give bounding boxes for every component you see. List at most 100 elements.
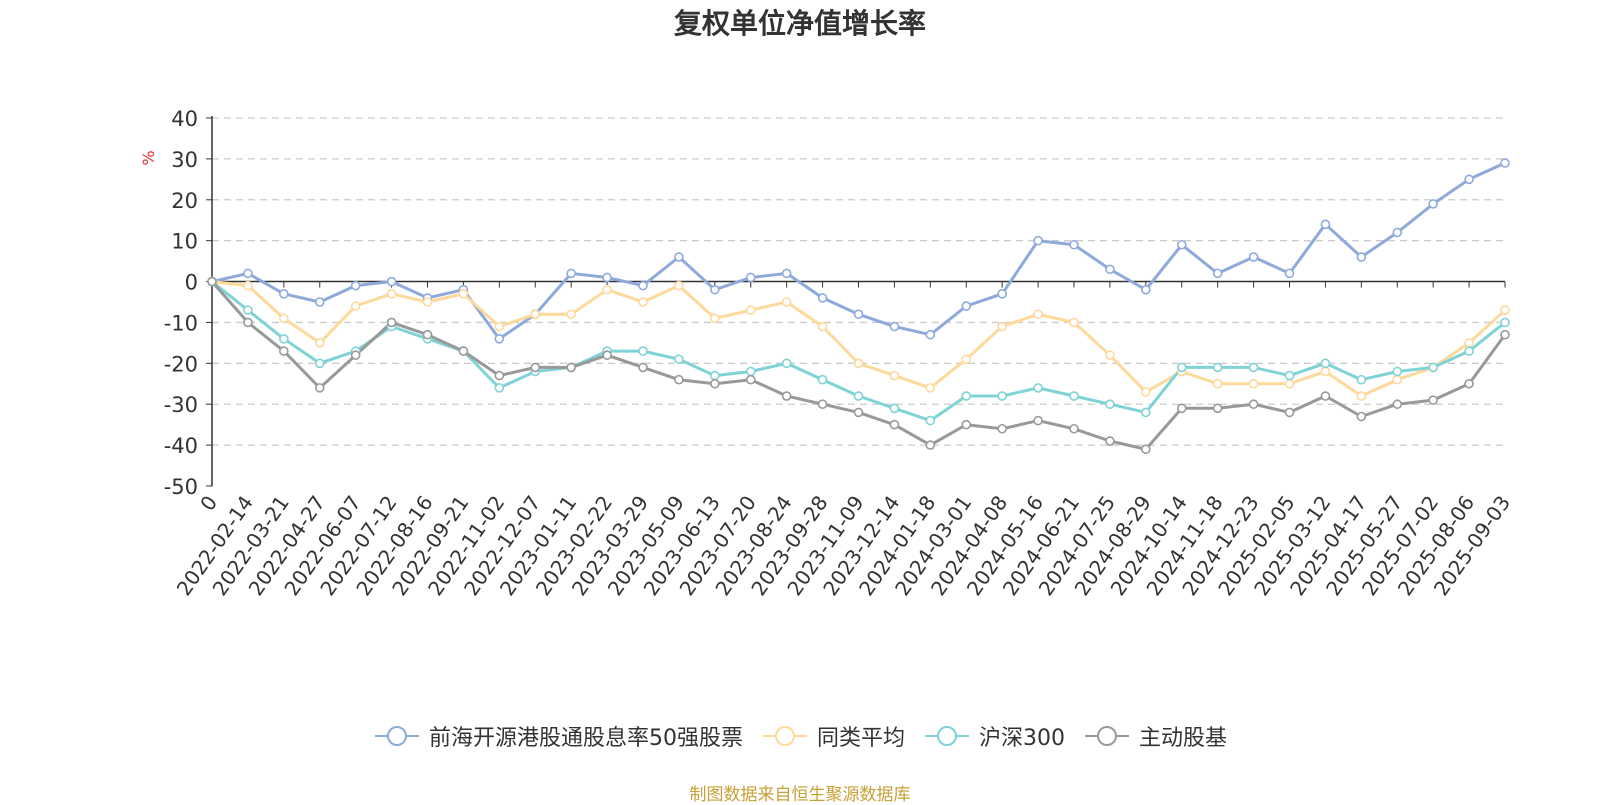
data-point <box>279 346 289 356</box>
data-point <box>961 301 972 311</box>
series-lines <box>210 161 1507 451</box>
data-point <box>1464 346 1474 356</box>
data-point <box>853 407 864 418</box>
data-point <box>1284 378 1295 389</box>
data-point <box>530 362 541 373</box>
legend-label: 前海开源港股通股息率50强股票 <box>428 726 743 751</box>
data-point <box>422 329 433 340</box>
legend-item[interactable]: 前海开源港股通股息率50强股票 <box>373 720 743 752</box>
data-point <box>961 419 972 430</box>
data-point <box>1248 252 1259 262</box>
data-point <box>1212 403 1223 414</box>
data-point <box>1033 415 1043 426</box>
data-point <box>207 276 217 287</box>
legend-item[interactable]: 沪深300 <box>923 720 1065 752</box>
data-point <box>314 297 325 307</box>
data-point <box>494 333 505 344</box>
data-point <box>1069 239 1079 250</box>
data-point <box>889 321 900 332</box>
data-point <box>638 280 648 291</box>
data-point <box>1141 387 1151 397</box>
y-tick-label: -20 <box>164 352 198 376</box>
data-point <box>710 370 720 381</box>
data-point <box>1248 362 1259 373</box>
y-tick-label: 0 <box>185 271 198 295</box>
data-point <box>279 333 289 344</box>
y-tick-label: -30 <box>164 393 198 417</box>
data-point <box>1105 264 1115 275</box>
data-point <box>386 317 397 328</box>
data-point <box>638 346 648 356</box>
data-point <box>1392 399 1403 410</box>
data-point <box>1392 366 1403 377</box>
data-point <box>602 350 612 360</box>
legend-item[interactable]: 主动股基 <box>1083 720 1227 752</box>
data-point <box>1320 366 1331 377</box>
data-point <box>1356 252 1367 262</box>
data-point <box>1033 235 1043 246</box>
data-point <box>997 391 1007 401</box>
data-point <box>997 321 1007 332</box>
data-point <box>745 374 756 385</box>
legend-label: 同类平均 <box>816 726 905 751</box>
data-point <box>1320 219 1331 230</box>
data-point <box>386 276 397 287</box>
chart-title: 复权单位净值增长率 <box>673 7 926 40</box>
data-point <box>889 403 900 414</box>
y-tick-label: -10 <box>164 311 198 335</box>
data-point <box>781 358 792 369</box>
data-point <box>1284 268 1295 279</box>
data-point <box>781 391 792 401</box>
data-point <box>1320 358 1331 369</box>
data-point <box>350 301 361 311</box>
data-point <box>925 329 936 340</box>
legend-swatch-icon <box>925 726 969 746</box>
data-point <box>1248 399 1259 410</box>
data-point <box>1392 374 1403 385</box>
y-tick-label: 40 <box>171 107 198 131</box>
data-point <box>1500 305 1510 315</box>
data-point <box>925 415 936 426</box>
data-point <box>1500 158 1510 168</box>
data-point <box>602 284 612 295</box>
data-point <box>350 280 361 291</box>
series-line-1 <box>210 280 1507 398</box>
data-point <box>638 297 648 307</box>
y-tick-label: -40 <box>164 434 198 458</box>
data-point <box>997 289 1007 299</box>
data-point <box>1212 268 1223 279</box>
axes <box>206 116 1506 487</box>
y-axis-label: % <box>139 150 158 165</box>
data-point <box>710 284 720 295</box>
data-point <box>1428 199 1438 209</box>
data-point <box>1464 174 1474 185</box>
data-point <box>386 289 397 299</box>
data-point <box>314 338 325 348</box>
data-point <box>889 419 900 430</box>
data-point <box>1356 411 1367 422</box>
data-point <box>925 383 936 393</box>
data-point <box>1105 436 1115 446</box>
legend-item[interactable]: 同类平均 <box>761 720 905 752</box>
legend-label: 主动股基 <box>1139 726 1228 751</box>
data-point <box>243 317 253 328</box>
data-point <box>710 378 720 389</box>
data-point <box>638 362 648 373</box>
data-point <box>1392 227 1403 238</box>
data-point <box>1284 370 1295 381</box>
data-point <box>243 268 253 279</box>
data-point <box>745 272 756 283</box>
data-point <box>1500 329 1510 340</box>
data-point <box>422 297 433 307</box>
x-tick-label: 0 <box>195 491 222 515</box>
data-point <box>494 383 505 393</box>
data-point <box>1356 374 1367 385</box>
data-point <box>1033 309 1043 320</box>
source-note: 制图数据来自恒生聚源数据库 <box>689 785 911 805</box>
data-point <box>314 383 325 393</box>
data-point <box>1320 391 1331 401</box>
series-markers <box>207 158 1510 455</box>
legend-label: 沪深300 <box>979 726 1065 751</box>
legend-swatch-icon <box>762 726 807 746</box>
data-point <box>530 309 541 320</box>
